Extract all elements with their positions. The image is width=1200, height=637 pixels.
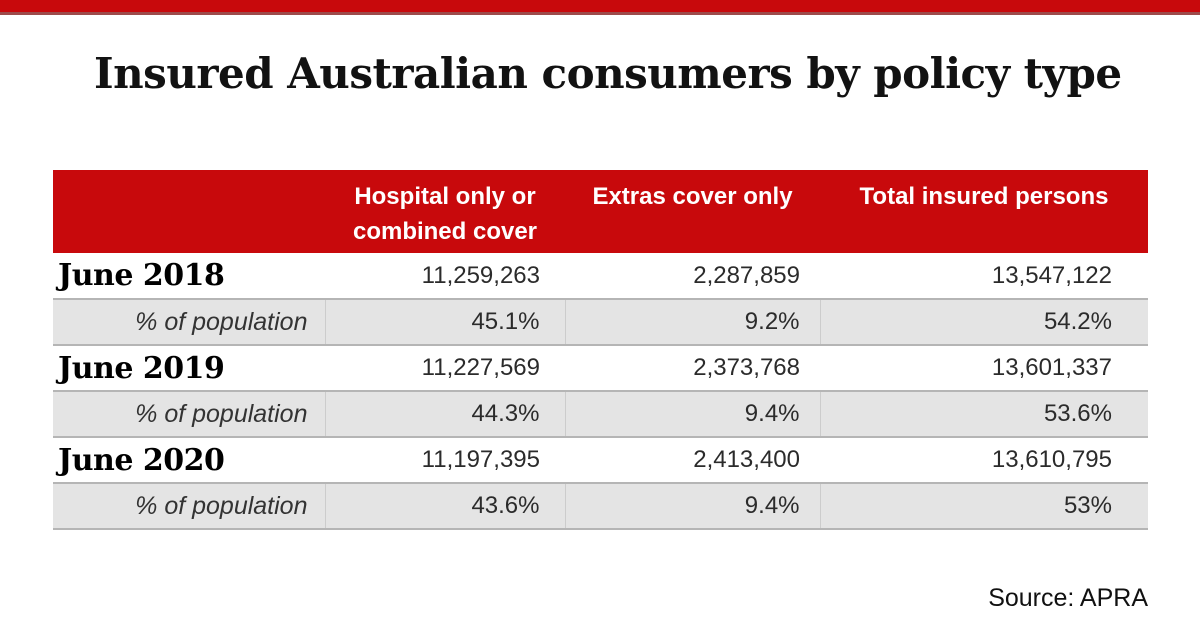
row-label: June 2019 [58,350,225,386]
cell-hospital-pct: 44.3% [324,390,565,438]
top-accent-bar-shadow [0,12,1200,15]
source-attribution: Source: APRA [988,584,1148,612]
column-header-total: Total insured persons [820,170,1148,253]
cell-total-pct: 54.2% [819,298,1148,346]
cell-extras: 2,287,859 [693,261,800,289]
page-title: Insured Australian consumers by policy t… [94,49,1122,98]
cell-hospital: 11,227,569 [421,354,540,381]
table-header-row: Hospital only or combined cover Extras c… [53,170,1148,253]
table-row-pct-2020: % of population 43.6% 9.4% 53% [53,482,1148,530]
row-label: June 2020 [58,442,225,478]
row-label: % of population [53,390,325,438]
cell-total: 13,547,122 [991,261,1112,289]
cell-extras-pct: 9.2% [564,298,820,346]
cell-total: 13,601,337 [991,354,1112,381]
row-label: % of population [53,298,325,346]
cell-total-pct: 53.6% [819,390,1148,438]
cell-hospital-pct: 43.6% [324,482,565,530]
table-row-pct-2019: % of population 44.3% 9.4% 53.6% [53,390,1148,438]
column-header-empty [53,170,325,253]
cell-extras: 2,373,768 [693,354,800,381]
table-row-pct-2018: % of population 45.1% 9.2% 54.2% [53,298,1148,346]
row-label: June 2018 [58,258,225,293]
cell-total-pct: 53% [819,482,1148,530]
cell-extras: 2,413,400 [693,446,800,473]
cell-hospital: 11,197,395 [421,446,540,473]
table-header: Hospital only or combined cover Extras c… [53,170,1148,253]
cell-extras-pct: 9.4% [564,390,820,438]
table-row-june-2018: June 2018 11,259,263 2,287,859 13,547,12… [53,253,1148,299]
cell-hospital-pct: 45.1% [324,298,565,346]
table-row-june-2019: June 2019 11,227,569 2,373,768 13,601,33… [53,345,1148,391]
column-header-hospital: Hospital only or combined cover [325,170,565,253]
top-accent-bar [0,0,1200,12]
cell-extras-pct: 9.4% [564,482,820,530]
table-row-june-2020: June 2020 11,197,395 2,413,400 13,610,79… [53,437,1148,483]
row-label: % of population [53,482,325,530]
cell-total: 13,610,795 [991,446,1112,473]
cell-hospital: 11,259,263 [421,261,540,289]
policy-type-table: Hospital only or combined cover Extras c… [53,170,1148,530]
column-header-extras: Extras cover only [565,170,820,253]
